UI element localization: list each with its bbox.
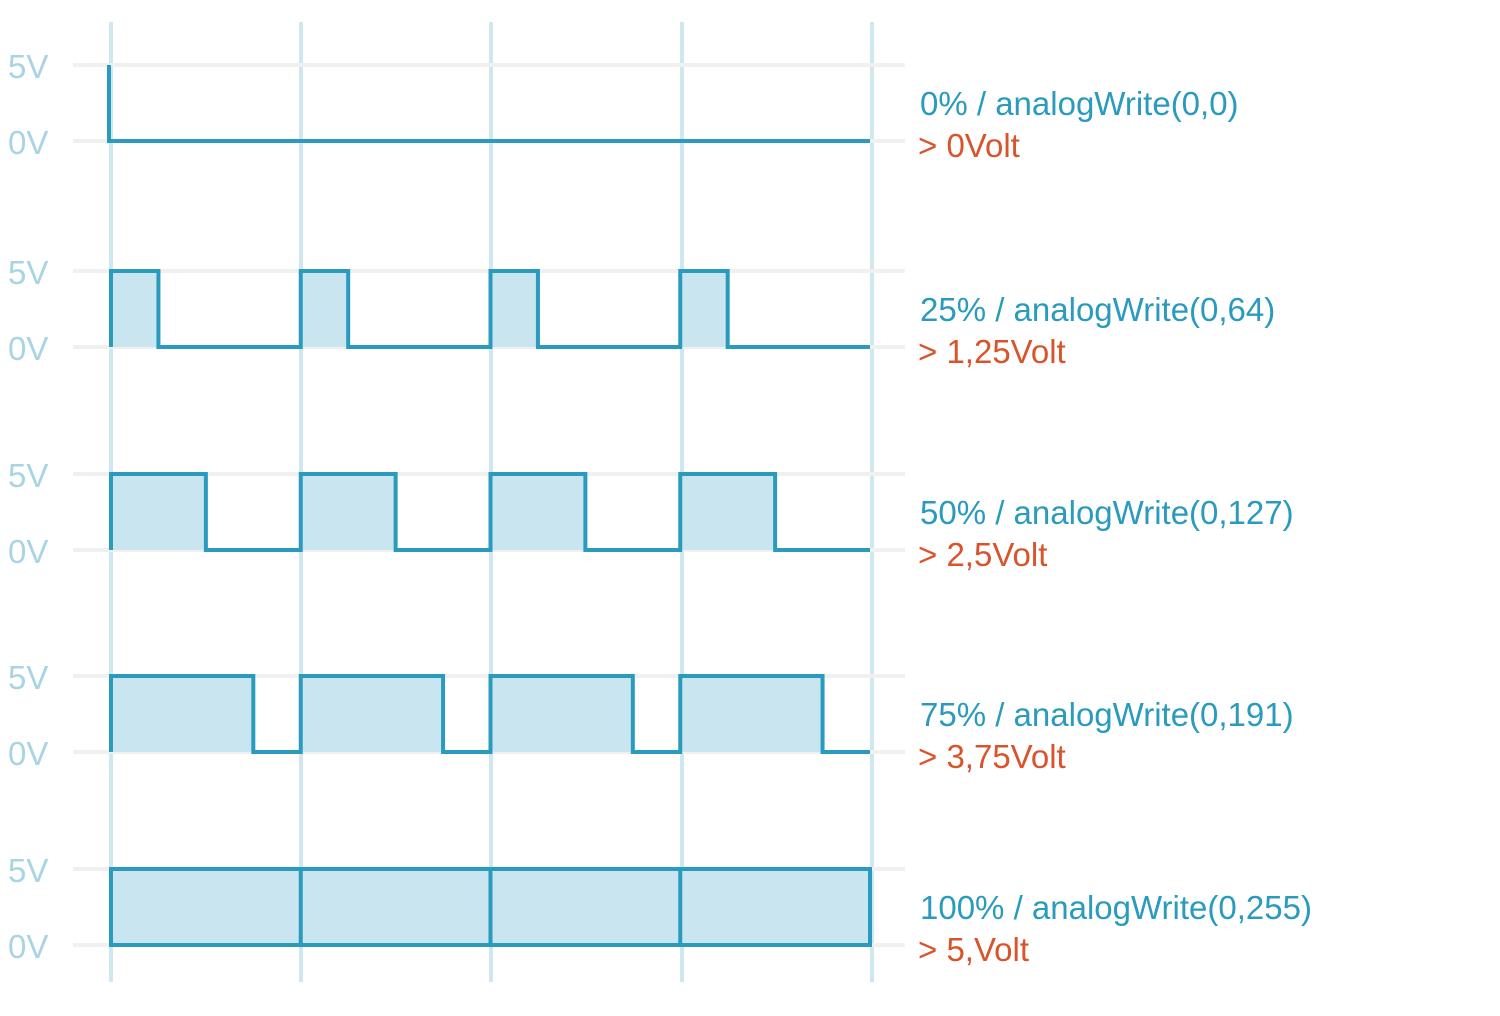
level-label-5v: 5V [8,254,48,291]
signal-rows: 5V 0V 0% / analogWrite(0,0) > 0Volt 5V 0V 25% … [8,48,1312,968]
duty-cycle-caption: 50% / analogWrite(0,127) [920,494,1294,531]
level-label-5v: 5V [8,457,48,494]
pulse-fill [680,271,728,347]
pulse-fill [490,676,633,752]
level-label-0v: 0V [8,124,48,161]
duty-cycle-caption: 0% / analogWrite(0,0) [920,85,1239,122]
signal-row: 5V 0V 25% / analogWrite(0,64) > 1,25Volt [8,254,1275,370]
pulse-fill [680,474,776,550]
pulse-fill [111,474,206,550]
pulse-fill [490,474,586,550]
level-label-5v: 5V [8,659,48,696]
pulse-fill [111,271,159,347]
level-label-0v: 0V [8,735,48,772]
pulse-fill [300,676,444,752]
pulse-fill [300,474,396,550]
pwm-waveform [109,674,870,754]
average-voltage-caption: > 5,Volt [918,931,1029,968]
signal-row: 5V 0V 50% / analogWrite(0,127) > 2,5Volt [8,457,1294,573]
pwm-waveform [107,65,870,143]
average-voltage-caption: > 1,25Volt [918,333,1066,370]
pulse-fill [300,271,349,347]
pwm-waveform [109,269,870,349]
level-label-5v: 5V [8,852,48,889]
signal-row: 5V 0V 100% / analogWrite(0,255) > 5,Volt [8,852,1312,968]
pulse-fill [490,271,538,347]
pwm-waveform [109,472,870,552]
signal-row: 5V 0V 75% / analogWrite(0,191) > 3,75Volt [8,659,1294,775]
average-voltage-caption: > 3,75Volt [918,738,1066,775]
pulse-fill [111,676,254,752]
duty-cycle-caption: 75% / analogWrite(0,191) [920,696,1294,733]
signal-row: 5V 0V 0% / analogWrite(0,0) > 0Volt [8,48,1239,164]
pulse-fill [680,676,823,752]
level-label-0v: 0V [8,533,48,570]
level-label-0v: 0V [8,330,48,367]
average-voltage-caption: > 0Volt [918,127,1020,164]
average-voltage-caption: > 2,5Volt [918,536,1047,573]
level-label-0v: 0V [8,928,48,965]
pwm-waveform [109,867,872,947]
duty-cycle-caption: 100% / analogWrite(0,255) [920,889,1312,926]
duty-cycle-caption: 25% / analogWrite(0,64) [920,291,1275,328]
level-label-5v: 5V [8,48,48,85]
